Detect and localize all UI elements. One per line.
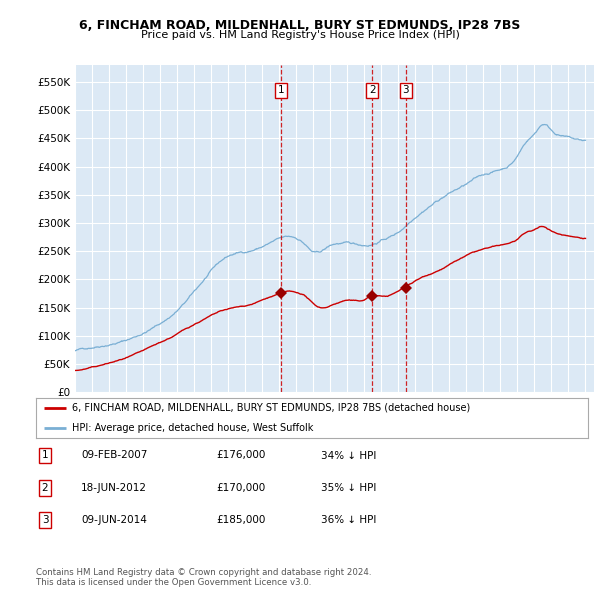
Text: £170,000: £170,000 [216, 483, 265, 493]
Text: 36% ↓ HPI: 36% ↓ HPI [321, 516, 376, 525]
Text: 2: 2 [41, 483, 49, 493]
Text: 3: 3 [403, 86, 409, 96]
Text: Contains HM Land Registry data © Crown copyright and database right 2024.
This d: Contains HM Land Registry data © Crown c… [36, 568, 371, 587]
Text: 09-FEB-2007: 09-FEB-2007 [81, 451, 148, 460]
Text: 2: 2 [369, 86, 376, 96]
Text: 3: 3 [41, 516, 49, 525]
Text: 18-JUN-2012: 18-JUN-2012 [81, 483, 147, 493]
Text: £176,000: £176,000 [216, 451, 265, 460]
Text: 6, FINCHAM ROAD, MILDENHALL, BURY ST EDMUNDS, IP28 7BS: 6, FINCHAM ROAD, MILDENHALL, BURY ST EDM… [79, 19, 521, 32]
Text: Price paid vs. HM Land Registry's House Price Index (HPI): Price paid vs. HM Land Registry's House … [140, 30, 460, 40]
Text: £185,000: £185,000 [216, 516, 265, 525]
Text: HPI: Average price, detached house, West Suffolk: HPI: Average price, detached house, West… [72, 423, 313, 432]
Text: 35% ↓ HPI: 35% ↓ HPI [321, 483, 376, 493]
Text: 6, FINCHAM ROAD, MILDENHALL, BURY ST EDMUNDS, IP28 7BS (detached house): 6, FINCHAM ROAD, MILDENHALL, BURY ST EDM… [72, 403, 470, 412]
Text: 34% ↓ HPI: 34% ↓ HPI [321, 451, 376, 460]
Text: 09-JUN-2014: 09-JUN-2014 [81, 516, 147, 525]
Text: 1: 1 [41, 451, 49, 460]
Text: 1: 1 [278, 86, 284, 96]
